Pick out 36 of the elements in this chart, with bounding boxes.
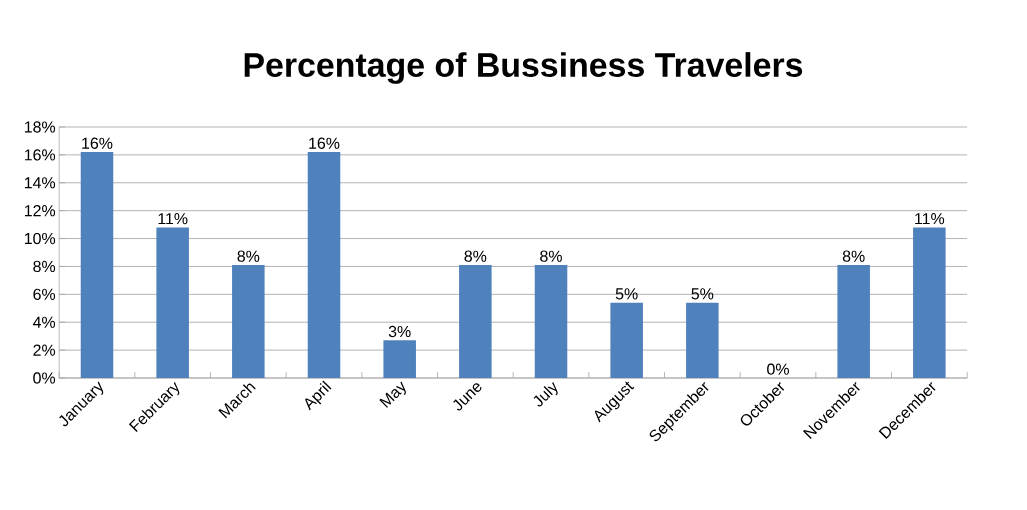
- bar: [534, 265, 568, 378]
- y-tick-label: 4%: [32, 316, 56, 328]
- bar: [383, 340, 416, 378]
- bar: [610, 302, 643, 378]
- data-label: 8%: [464, 250, 487, 262]
- y-tick-label: 6%: [33, 288, 56, 300]
- data-label: 8%: [237, 250, 260, 262]
- y-tick-label: 0%: [33, 372, 56, 384]
- bar: [459, 265, 492, 378]
- data-label: 3%: [388, 325, 411, 338]
- bar: [232, 265, 265, 378]
- data-label: 8%: [540, 250, 562, 262]
- data-label: 11%: [915, 213, 945, 225]
- x-tick-label: May: [379, 381, 406, 408]
- x-tick-label: July: [533, 381, 558, 407]
- bar: [686, 302, 719, 378]
- data-label: 5%: [691, 288, 714, 300]
- y-tick-label: 16%: [24, 149, 56, 161]
- data-label: 8%: [842, 250, 865, 262]
- bar: [913, 227, 946, 378]
- y-tick-label: 2%: [33, 344, 56, 356]
- data-label: 11%: [158, 213, 188, 225]
- data-label: 5%: [615, 288, 638, 300]
- data-label: 0%: [767, 363, 789, 375]
- data-label: 16%: [82, 137, 113, 149]
- data-label: 16%: [309, 137, 340, 149]
- y-tick-label: 10%: [24, 232, 56, 245]
- bar: [80, 152, 114, 378]
- bar: [307, 152, 341, 378]
- y-tick-label: 14%: [24, 177, 56, 189]
- bar: [837, 265, 870, 378]
- bar: [156, 227, 189, 378]
- chart-title: Percentage of Bussiness Travelers: [244, 52, 803, 84]
- y-tick-label: 8%: [33, 260, 56, 273]
- y-tick-label: 12%: [24, 205, 56, 217]
- y-tick-label: 18%: [24, 121, 56, 133]
